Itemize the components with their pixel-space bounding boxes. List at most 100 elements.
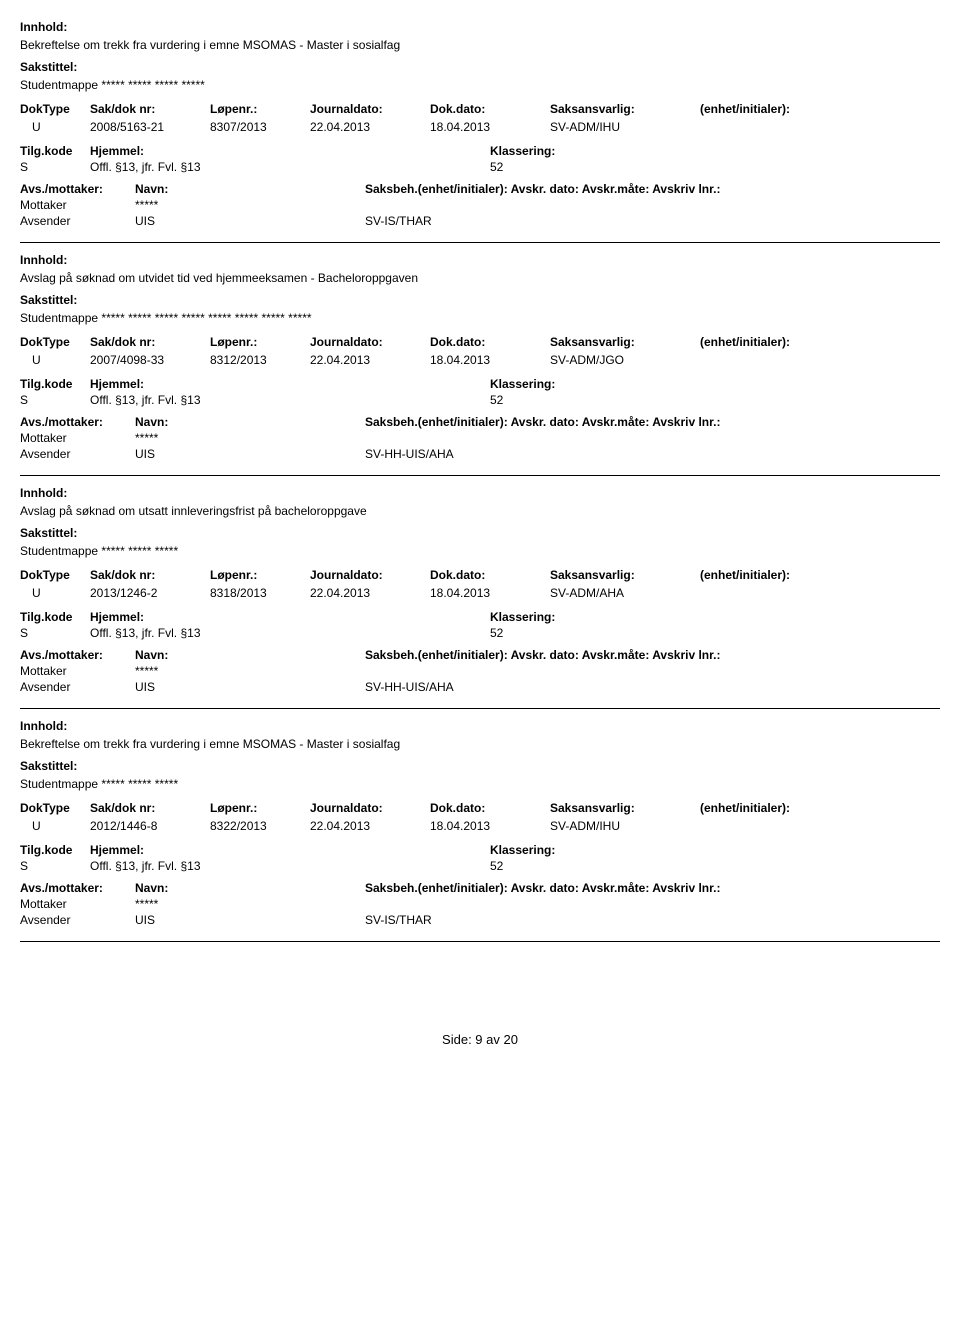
tilgkode-label: Tilg.kode bbox=[20, 610, 90, 624]
saksansvarlig-value: SV-ADM/AHA bbox=[550, 586, 700, 600]
col-saksansvarlig-label: Saksansvarlig: bbox=[550, 568, 700, 582]
saksansvarlig-value: SV-ADM/IHU bbox=[550, 819, 700, 833]
mottaker-row: Mottaker ***** bbox=[20, 431, 940, 445]
klassering-label: Klassering: bbox=[490, 377, 790, 391]
hjemmel-label: Hjemmel: bbox=[90, 610, 490, 624]
sakstittel-text: Studentmappe ***** ***** ***** bbox=[20, 777, 940, 791]
tilg-header-row: Tilg.kode Hjemmel: Klassering: bbox=[20, 377, 940, 391]
doc-header-row: DokType Sak/dok nr: Løpenr.: Journaldato… bbox=[20, 801, 940, 815]
page-footer: Side: 9 av 20 bbox=[20, 1032, 940, 1047]
avs-header-row: Avs./mottaker: Navn: Saksbeh.(enhet/init… bbox=[20, 648, 940, 662]
innhold-text: Bekreftelse om trekk fra vurdering i emn… bbox=[20, 38, 940, 52]
saksbeh-label: Saksbeh.(enhet/initialer): Avskr. dato: … bbox=[365, 648, 865, 662]
col-journaldato-label: Journaldato: bbox=[310, 102, 430, 116]
hjemmel-value: Offl. §13, jfr. Fvl. §13 bbox=[90, 393, 490, 407]
col-lopenr-label: Løpenr.: bbox=[210, 568, 310, 582]
tilgkode-label: Tilg.kode bbox=[20, 843, 90, 857]
avsender-unit: SV-HH-UIS/AHA bbox=[365, 680, 665, 694]
col-enhet-label: (enhet/initialer): bbox=[700, 801, 850, 815]
sakdok-value: 2013/1246-2 bbox=[90, 586, 210, 600]
record-separator bbox=[20, 941, 940, 942]
col-journaldato-label: Journaldato: bbox=[310, 568, 430, 582]
lopenr-value: 8312/2013 bbox=[210, 353, 310, 367]
saksbeh-label: Saksbeh.(enhet/initialer): Avskr. dato: … bbox=[365, 182, 865, 196]
tilg-header-row: Tilg.kode Hjemmel: Klassering: bbox=[20, 843, 940, 857]
tilg-header-row: Tilg.kode Hjemmel: Klassering: bbox=[20, 610, 940, 624]
avsender-name: UIS bbox=[135, 680, 365, 694]
klassering-label: Klassering: bbox=[490, 610, 790, 624]
doktype-value: U bbox=[20, 586, 90, 600]
col-dokdato-label: Dok.dato: bbox=[430, 801, 550, 815]
tilg-data-row: S Offl. §13, jfr. Fvl. §13 52 bbox=[20, 393, 940, 407]
sakstittel-text: Studentmappe ***** ***** ***** ***** ***… bbox=[20, 311, 940, 325]
hjemmel-value: Offl. §13, jfr. Fvl. §13 bbox=[90, 626, 490, 640]
hjemmel-label: Hjemmel: bbox=[90, 377, 490, 391]
mottaker-unit bbox=[365, 431, 665, 445]
journal-record: Innhold: Bekreftelse om trekk fra vurder… bbox=[20, 20, 940, 243]
tilg-data-row: S Offl. §13, jfr. Fvl. §13 52 bbox=[20, 859, 940, 873]
doktype-value: U bbox=[20, 353, 90, 367]
tilgkode-label: Tilg.kode bbox=[20, 144, 90, 158]
enhet-value bbox=[700, 353, 850, 367]
enhet-value bbox=[700, 120, 850, 134]
tilgkode-value: S bbox=[20, 859, 90, 873]
mottaker-label: Mottaker bbox=[20, 664, 135, 678]
klassering-value: 52 bbox=[490, 393, 790, 407]
avsender-row: Avsender UIS SV-IS/THAR bbox=[20, 214, 940, 228]
avsender-label: Avsender bbox=[20, 680, 135, 694]
lopenr-value: 8318/2013 bbox=[210, 586, 310, 600]
klassering-value: 52 bbox=[490, 859, 790, 873]
tilgkode-value: S bbox=[20, 393, 90, 407]
tilg-data-row: S Offl. §13, jfr. Fvl. §13 52 bbox=[20, 626, 940, 640]
tilgkode-value: S bbox=[20, 160, 90, 174]
col-lopenr-label: Løpenr.: bbox=[210, 335, 310, 349]
col-dokdato-label: Dok.dato: bbox=[430, 568, 550, 582]
mottaker-row: Mottaker ***** bbox=[20, 664, 940, 678]
avsender-row: Avsender UIS SV-IS/THAR bbox=[20, 913, 940, 927]
mottaker-label: Mottaker bbox=[20, 897, 135, 911]
klassering-value: 52 bbox=[490, 160, 790, 174]
avsender-name: UIS bbox=[135, 214, 365, 228]
col-sakdok-label: Sak/dok nr: bbox=[90, 102, 210, 116]
col-sakdok-label: Sak/dok nr: bbox=[90, 801, 210, 815]
sakdok-value: 2012/1446-8 bbox=[90, 819, 210, 833]
doc-data-row: U 2008/5163-21 8307/2013 22.04.2013 18.0… bbox=[20, 120, 940, 134]
innhold-text: Bekreftelse om trekk fra vurdering i emn… bbox=[20, 737, 940, 751]
tilg-header-row: Tilg.kode Hjemmel: Klassering: bbox=[20, 144, 940, 158]
mottaker-label: Mottaker bbox=[20, 198, 135, 212]
klassering-label: Klassering: bbox=[490, 144, 790, 158]
avsmottaker-label: Avs./mottaker: bbox=[20, 648, 135, 662]
sakdok-value: 2007/4098-33 bbox=[90, 353, 210, 367]
avsender-unit: SV-IS/THAR bbox=[365, 214, 665, 228]
lopenr-value: 8322/2013 bbox=[210, 819, 310, 833]
col-journaldato-label: Journaldato: bbox=[310, 335, 430, 349]
sakstittel-label: Sakstittel: bbox=[20, 759, 940, 773]
mottaker-unit bbox=[365, 198, 665, 212]
innhold-label: Innhold: bbox=[20, 719, 940, 733]
mottaker-row: Mottaker ***** bbox=[20, 897, 940, 911]
avs-header-row: Avs./mottaker: Navn: Saksbeh.(enhet/init… bbox=[20, 881, 940, 895]
record-separator bbox=[20, 475, 940, 476]
doc-data-row: U 2012/1446-8 8322/2013 22.04.2013 18.04… bbox=[20, 819, 940, 833]
sakstittel-label: Sakstittel: bbox=[20, 526, 940, 540]
hjemmel-value: Offl. §13, jfr. Fvl. §13 bbox=[90, 160, 490, 174]
mottaker-row: Mottaker ***** bbox=[20, 198, 940, 212]
col-saksansvarlig-label: Saksansvarlig: bbox=[550, 102, 700, 116]
navn-label: Navn: bbox=[135, 415, 365, 429]
col-lopenr-label: Løpenr.: bbox=[210, 102, 310, 116]
col-dokdato-label: Dok.dato: bbox=[430, 102, 550, 116]
doc-data-row: U 2013/1246-2 8318/2013 22.04.2013 18.04… bbox=[20, 586, 940, 600]
sakstittel-label: Sakstittel: bbox=[20, 293, 940, 307]
mottaker-name: ***** bbox=[135, 431, 365, 445]
saksansvarlig-value: SV-ADM/IHU bbox=[550, 120, 700, 134]
record-separator bbox=[20, 242, 940, 243]
journaldato-value: 22.04.2013 bbox=[310, 819, 430, 833]
avs-header-row: Avs./mottaker: Navn: Saksbeh.(enhet/init… bbox=[20, 182, 940, 196]
col-sakdok-label: Sak/dok nr: bbox=[90, 568, 210, 582]
innhold-label: Innhold: bbox=[20, 486, 940, 500]
tilgkode-label: Tilg.kode bbox=[20, 377, 90, 391]
mottaker-unit bbox=[365, 897, 665, 911]
mottaker-unit bbox=[365, 664, 665, 678]
navn-label: Navn: bbox=[135, 648, 365, 662]
navn-label: Navn: bbox=[135, 182, 365, 196]
